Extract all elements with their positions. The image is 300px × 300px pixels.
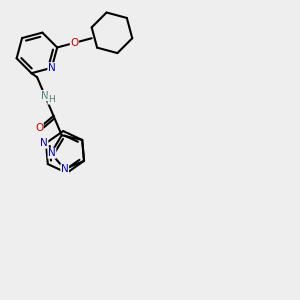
Text: N: N [48, 148, 56, 158]
Text: O: O [35, 123, 43, 133]
Text: N: N [61, 164, 69, 174]
Text: N: N [48, 63, 56, 73]
Text: H: H [48, 95, 55, 104]
Text: N: N [41, 91, 49, 100]
Text: N: N [40, 138, 48, 148]
Text: O: O [70, 38, 79, 48]
